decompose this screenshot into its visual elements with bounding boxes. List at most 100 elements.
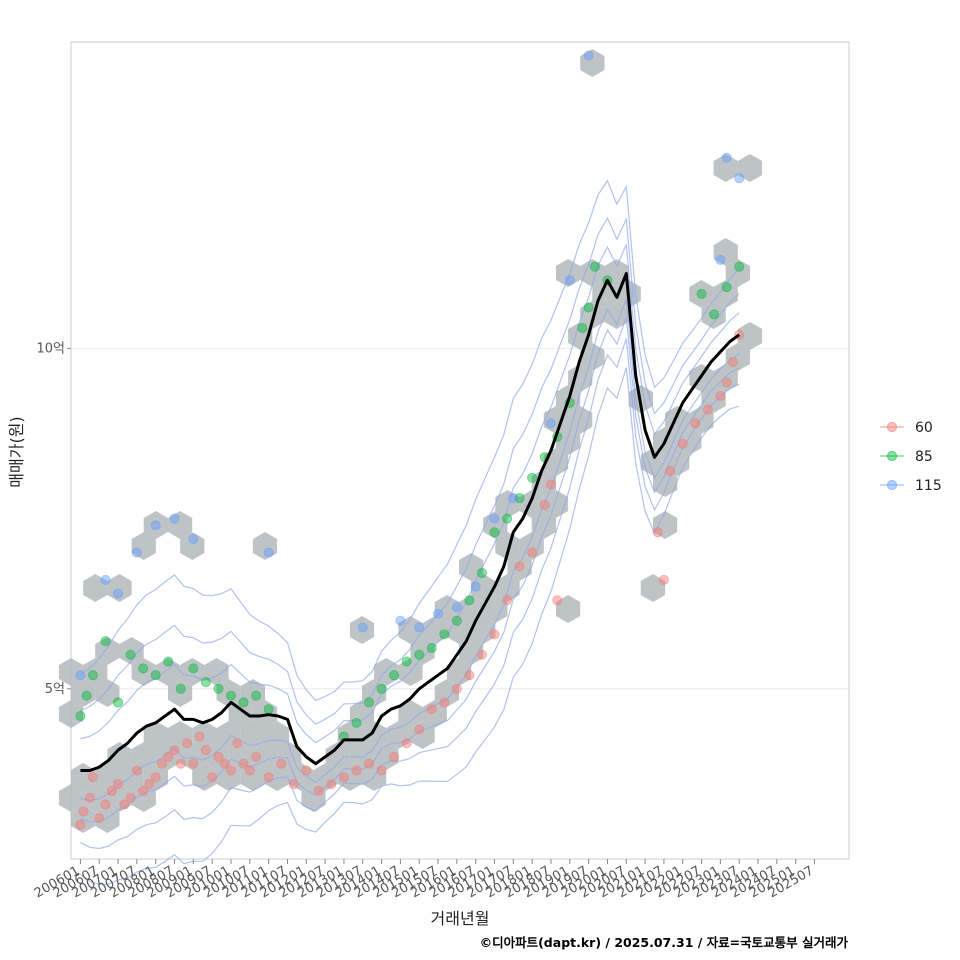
hex-bin (701, 385, 726, 413)
point-115 (715, 254, 726, 265)
point-115 (433, 608, 444, 619)
hex-bin (58, 784, 84, 812)
trend-line (80, 272, 741, 772)
chart-caption: ©디아파트(dapt.kr) / 2025.07.31 / 자료=국토교통부 실… (480, 935, 849, 950)
point-60 (545, 479, 556, 490)
legend-key-point (886, 421, 898, 433)
x-axis-ticks: 2006012006072007012007072008012008072009… (32, 859, 816, 901)
point-115 (357, 622, 368, 633)
point-60 (426, 704, 437, 715)
point-85 (439, 629, 450, 640)
point-115 (470, 581, 481, 592)
point-115 (75, 670, 86, 681)
point-60 (552, 595, 563, 606)
point-60 (113, 779, 124, 790)
hex-bin (471, 616, 496, 644)
point-60 (106, 785, 117, 796)
hex-bin (713, 238, 738, 266)
point-60 (476, 649, 487, 660)
scatter-points (75, 50, 745, 830)
hex-bin (422, 700, 447, 728)
point-60 (288, 779, 299, 790)
point-60 (389, 751, 400, 762)
point-85 (238, 697, 249, 708)
hex-bin (495, 532, 520, 560)
point-60 (251, 751, 262, 762)
legend-item-115: 115 (880, 478, 942, 494)
hex-bin (362, 721, 387, 749)
hex-bin (580, 49, 605, 77)
point-60 (238, 758, 249, 769)
hex-bin (131, 658, 156, 686)
hex-bin (483, 595, 508, 623)
hex-bin (653, 511, 678, 539)
point-115 (414, 622, 425, 633)
point-60 (301, 765, 312, 776)
point-60 (188, 758, 199, 769)
point-115 (734, 173, 745, 184)
point-60 (414, 724, 425, 735)
point-85 (75, 711, 86, 722)
point-85 (113, 697, 124, 708)
point-85 (163, 656, 174, 667)
hex-bin (143, 763, 168, 791)
hex-bin (640, 448, 666, 476)
hex-bin (556, 427, 581, 455)
hex-bin (252, 532, 278, 560)
point-85 (426, 642, 437, 653)
legend-label: 85 (915, 449, 933, 465)
point-60 (690, 418, 701, 429)
hex-bin (265, 763, 290, 791)
point-60 (207, 772, 218, 783)
point-60 (194, 731, 205, 742)
hex-bin (495, 574, 520, 602)
y-axis-ticks: 5억 10억 (36, 341, 71, 697)
point-115 (508, 493, 519, 504)
point-60 (652, 527, 663, 538)
point-60 (232, 738, 243, 749)
hex-bin (58, 700, 84, 728)
contour-line (80, 338, 740, 850)
point-60 (156, 758, 167, 769)
point-60 (313, 785, 324, 796)
point-60 (527, 547, 538, 558)
point-115 (131, 547, 142, 558)
hex-bin (180, 742, 205, 770)
point-60 (721, 377, 732, 388)
grid-lines (71, 347, 849, 690)
hex-bin (143, 511, 168, 539)
point-85 (489, 527, 500, 538)
hex-bin (483, 511, 508, 539)
point-60 (401, 738, 412, 749)
point-85 (401, 656, 412, 667)
point-85 (100, 636, 111, 647)
contour-line (80, 298, 740, 801)
hex-bin (556, 595, 581, 623)
point-115 (395, 615, 406, 626)
point-60 (94, 813, 105, 824)
point-60 (263, 772, 274, 783)
point-115 (451, 602, 462, 613)
point-115 (721, 152, 732, 163)
contour-line (80, 216, 740, 725)
point-115 (545, 418, 556, 429)
point-60 (489, 629, 500, 640)
point-60 (84, 792, 95, 803)
point-60 (150, 772, 161, 783)
hex-bin (95, 637, 120, 665)
hex-bin (495, 490, 520, 518)
hex-bin (349, 616, 375, 644)
hex-bin (240, 763, 265, 791)
point-60 (244, 765, 255, 776)
point-60 (464, 670, 475, 681)
point-60 (78, 806, 89, 817)
hex-bin (580, 343, 605, 371)
hex-bin (265, 721, 290, 749)
point-60 (169, 745, 180, 756)
point-85 (213, 683, 224, 694)
hex-bin (240, 679, 265, 707)
point-115 (263, 547, 274, 558)
point-115 (150, 520, 161, 531)
point-60 (351, 765, 362, 776)
